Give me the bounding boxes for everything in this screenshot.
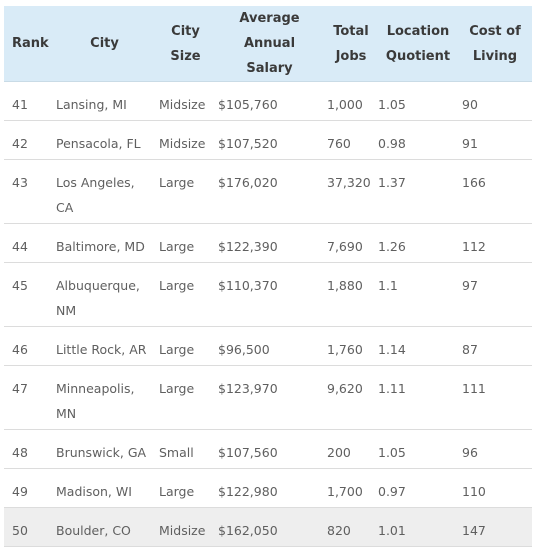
cell-cost-of-living: 110: [458, 468, 532, 508]
cell-location-quotient: 1.05: [378, 429, 458, 469]
cell-location-quotient: 1.01: [378, 507, 458, 547]
cell-cost-of-living: 96: [458, 429, 532, 469]
cell-rank: 46: [4, 326, 53, 366]
cell-salary: $107,520: [215, 120, 324, 160]
table-row-highlighted: 50 Boulder, CO Midsize $162,050 820 1.01…: [4, 507, 532, 547]
table-row: 41 Lansing, MI Midsize $105,760 1,000 1.…: [4, 81, 532, 121]
cell-location-quotient: 0.97: [378, 468, 458, 508]
cell-location-quotient: 1.26: [378, 223, 458, 263]
table-row: 43 Los Angeles, CA Large $176,020 37,320…: [4, 159, 532, 224]
cell-jobs: 820: [324, 507, 378, 547]
cell-salary: $122,390: [215, 223, 324, 263]
cell-cost-of-living: 91: [458, 120, 532, 160]
cell-salary: $123,970: [215, 365, 324, 430]
cell-city-size: Midsize: [156, 81, 215, 121]
header-cost-of-living: Cost of Living: [458, 6, 532, 82]
cell-cost-of-living: 166: [458, 159, 532, 224]
cell-salary: $105,760: [215, 81, 324, 121]
cell-city: Los Angeles, CA: [53, 159, 156, 224]
cell-city-size: Large: [156, 468, 215, 508]
cell-salary: $176,020: [215, 159, 324, 224]
cell-salary: $122,980: [215, 468, 324, 508]
cell-rank: 41: [4, 81, 53, 121]
cell-city: Boulder, CO: [53, 507, 156, 547]
cell-cost-of-living: 111: [458, 365, 532, 430]
table-row: 46 Little Rock, AR Large $96,500 1,760 1…: [4, 326, 532, 366]
cell-jobs: 760: [324, 120, 378, 160]
city-ranking-table: Rank City City Size Average Annual Salary …: [4, 6, 532, 547]
table-row: 44 Baltimore, MD Large $122,390 7,690 1.…: [4, 223, 532, 263]
cell-location-quotient: 1.11: [378, 365, 458, 430]
cell-rank: 43: [4, 159, 53, 224]
table-row: 49 Madison, WI Large $122,980 1,700 0.97…: [4, 468, 532, 508]
cell-city-size: Large: [156, 262, 215, 327]
cell-rank: 48: [4, 429, 53, 469]
header-location-quotient: Location Quotient: [378, 6, 458, 82]
cell-salary: $107,560: [215, 429, 324, 469]
header-total-jobs: Total Jobs: [324, 6, 378, 82]
cell-rank: 50: [4, 507, 53, 547]
table-row: 45 Albuquerque, NM Large $110,370 1,880 …: [4, 262, 532, 327]
cell-jobs: 1,880: [324, 262, 378, 327]
cell-salary: $162,050: [215, 507, 324, 547]
table-row: 47 Minneapolis, MN Large $123,970 9,620 …: [4, 365, 532, 430]
cell-location-quotient: 1.1: [378, 262, 458, 327]
cell-city-size: Large: [156, 326, 215, 366]
cell-cost-of-living: 147: [458, 507, 532, 547]
cell-city: Albuquerque, NM: [53, 262, 156, 327]
ranking-table-container: Rank City City Size Average Annual Salary …: [4, 6, 532, 547]
cell-city: Lansing, MI: [53, 81, 156, 121]
cell-city: Baltimore, MD: [53, 223, 156, 263]
cell-city-size: Large: [156, 223, 215, 263]
header-city-size: City Size: [156, 6, 215, 82]
table-row: 48 Brunswick, GA Small $107,560 200 1.05…: [4, 429, 532, 469]
cell-location-quotient: 0.98: [378, 120, 458, 160]
header-row: Rank City City Size Average Annual Salary …: [4, 6, 532, 82]
cell-rank: 47: [4, 365, 53, 430]
cell-cost-of-living: 87: [458, 326, 532, 366]
cell-city-size: Midsize: [156, 120, 215, 160]
cell-city: Madison, WI: [53, 468, 156, 508]
cell-city: Minneapolis, MN: [53, 365, 156, 430]
header-city: City: [53, 6, 156, 82]
cell-cost-of-living: 90: [458, 81, 532, 121]
cell-city-size: Large: [156, 159, 215, 224]
cell-city: Little Rock, AR: [53, 326, 156, 366]
cell-city-size: Midsize: [156, 507, 215, 547]
cell-jobs: 200: [324, 429, 378, 469]
cell-location-quotient: 1.14: [378, 326, 458, 366]
cell-salary: $96,500: [215, 326, 324, 366]
cell-cost-of-living: 97: [458, 262, 532, 327]
cell-city-size: Small: [156, 429, 215, 469]
cell-salary: $110,370: [215, 262, 324, 327]
cell-rank: 45: [4, 262, 53, 327]
table-row: 42 Pensacola, FL Midsize $107,520 760 0.…: [4, 120, 532, 160]
cell-rank: 49: [4, 468, 53, 508]
cell-cost-of-living: 112: [458, 223, 532, 263]
cell-jobs: 1,760: [324, 326, 378, 366]
cell-location-quotient: 1.05: [378, 81, 458, 121]
cell-rank: 42: [4, 120, 53, 160]
cell-jobs: 1,000: [324, 81, 378, 121]
cell-jobs: 1,700: [324, 468, 378, 508]
cell-jobs: 37,320: [324, 159, 378, 224]
header-average-annual-salary: Average Annual Salary: [215, 6, 324, 82]
cell-city: Brunswick, GA: [53, 429, 156, 469]
cell-city: Pensacola, FL: [53, 120, 156, 160]
cell-jobs: 7,690: [324, 223, 378, 263]
cell-jobs: 9,620: [324, 365, 378, 430]
cell-location-quotient: 1.37: [378, 159, 458, 224]
header-rank: Rank: [4, 6, 53, 82]
cell-rank: 44: [4, 223, 53, 263]
cell-city-size: Large: [156, 365, 215, 430]
